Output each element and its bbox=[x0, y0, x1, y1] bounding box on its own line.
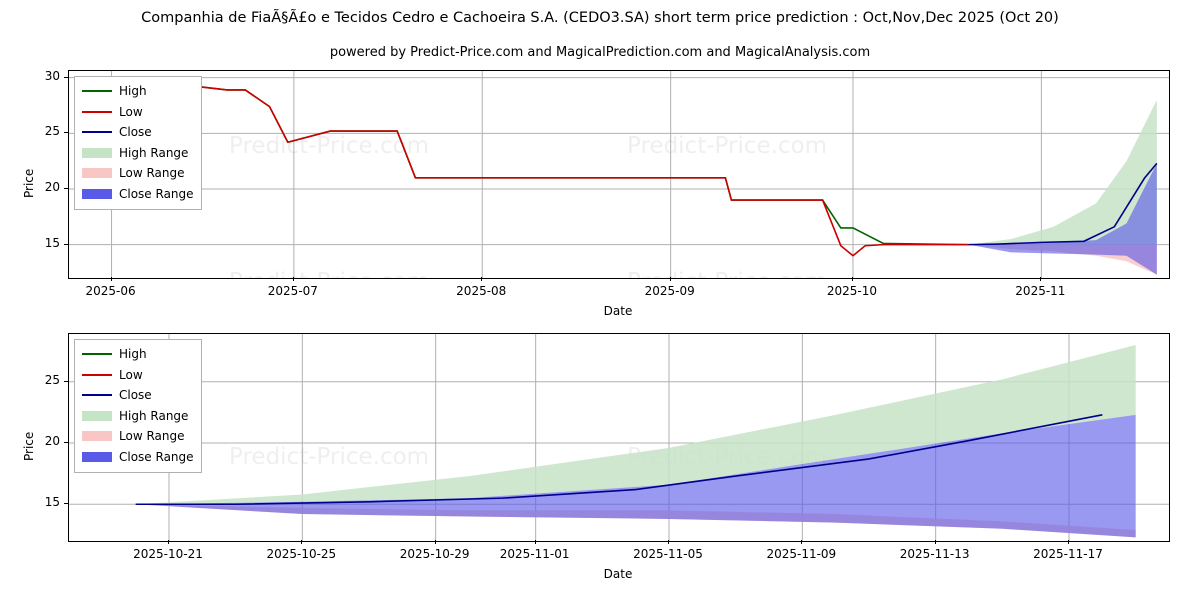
legend-label: Close bbox=[119, 125, 152, 140]
x-tick-label: 2025-07 bbox=[267, 284, 318, 298]
legend-label: High bbox=[119, 347, 147, 362]
y-tick-mark bbox=[64, 132, 68, 134]
line-close bbox=[135, 414, 1103, 506]
bottom-x-axis-label: Date bbox=[603, 567, 633, 581]
y-tick-mark bbox=[64, 243, 68, 245]
x-tick-label: 2025-10 bbox=[826, 284, 878, 298]
line-high bbox=[81, 83, 969, 246]
y-tick-mark bbox=[64, 503, 68, 505]
legend-item: Close bbox=[82, 385, 194, 406]
legend-item: High bbox=[82, 344, 194, 365]
band-high-range bbox=[968, 99, 1157, 245]
band-close-range bbox=[968, 163, 1157, 275]
bottom-legend: High Low Close High Range Low Range Clos… bbox=[74, 339, 202, 473]
y-tick-label: 15 bbox=[44, 235, 60, 250]
top-legend: High Low Close High Range Low Range Clos… bbox=[74, 76, 202, 210]
x-tick-mark bbox=[301, 540, 303, 544]
legend-item: Close Range bbox=[82, 447, 194, 468]
x-tick-mark bbox=[1040, 277, 1042, 281]
x-tick-mark bbox=[669, 277, 671, 281]
legend-key-high bbox=[82, 348, 112, 360]
y-tick-mark bbox=[64, 380, 68, 382]
y-tick-label: 25 bbox=[44, 124, 60, 139]
line-low bbox=[81, 83, 969, 257]
y-tick-mark bbox=[64, 187, 68, 189]
y-tick-mark bbox=[64, 442, 68, 443]
x-tick-label: 2025-10-21 bbox=[133, 547, 203, 561]
legend-label: Low Range bbox=[119, 429, 185, 444]
legend-key-close bbox=[82, 389, 112, 401]
legend-item: Low Range bbox=[82, 426, 194, 447]
legend-key-low-range bbox=[82, 430, 112, 442]
y-tick-label: 20 bbox=[44, 434, 60, 448]
legend-key-low-range bbox=[82, 167, 112, 179]
top-x-axis-label: Date bbox=[603, 304, 633, 318]
legend-key-close-range bbox=[82, 451, 112, 463]
legend-key-high-range bbox=[82, 147, 112, 159]
x-tick-label: 2025-11-01 bbox=[499, 547, 570, 561]
x-tick-mark bbox=[668, 540, 669, 544]
y-tick-label: 20 bbox=[44, 179, 60, 194]
x-tick-mark bbox=[168, 540, 169, 544]
top-chart-svg bbox=[69, 71, 1169, 278]
y-tick-label: 25 bbox=[44, 372, 60, 387]
legend-label: Low bbox=[119, 367, 143, 382]
legend-item: High bbox=[82, 81, 194, 102]
y-tick-label: 15 bbox=[44, 495, 60, 510]
bottom-chart-svg bbox=[69, 334, 1169, 541]
legend-item: Close Range bbox=[82, 184, 194, 205]
x-tick-label: 2025-11 bbox=[1015, 284, 1066, 298]
legend-label: High Range bbox=[119, 408, 189, 423]
legend-key-close bbox=[82, 126, 112, 138]
x-tick-label: 2025-11-05 bbox=[633, 547, 703, 561]
x-tick-mark bbox=[434, 540, 436, 544]
x-tick-label: 2025-08 bbox=[456, 284, 507, 298]
legend-item: High Range bbox=[82, 406, 194, 427]
x-tick-label: 2025-10-29 bbox=[399, 547, 470, 561]
legend-label: High Range bbox=[119, 145, 189, 160]
x-tick-label: 2025-11-17 bbox=[1033, 547, 1103, 561]
page-title: Companhia de FiaÃ§Ã£o e Tecidos Cedro e … bbox=[141, 10, 1059, 26]
legend-item: Close bbox=[82, 122, 194, 143]
top-plot-area: Predict-Price.com Predict-Price.com Pred… bbox=[68, 70, 1170, 279]
x-tick-mark bbox=[801, 540, 803, 544]
legend-key-low bbox=[82, 369, 112, 381]
bottom-plot-area: Predict-Price.com Predict-Price.com bbox=[68, 333, 1170, 542]
legend-item: Low bbox=[82, 365, 194, 386]
legend-label: High bbox=[119, 84, 147, 99]
x-tick-mark bbox=[534, 540, 536, 544]
page-subtitle: powered by Predict-Price.com and Magical… bbox=[329, 45, 871, 60]
x-tick-mark bbox=[110, 277, 112, 281]
legend-key-high-range bbox=[82, 410, 112, 422]
legend-item: High Range bbox=[82, 143, 194, 164]
x-tick-label: 2025-10-25 bbox=[266, 547, 337, 561]
legend-label: Close Range bbox=[119, 449, 194, 464]
legend-key-close-range bbox=[82, 188, 112, 200]
x-tick-mark bbox=[934, 540, 936, 544]
x-tick-label: 2025-06 bbox=[85, 284, 136, 298]
legend-item: Low bbox=[82, 102, 194, 123]
legend-label: Close Range bbox=[119, 186, 194, 201]
legend-label: Low bbox=[119, 104, 143, 119]
x-tick-mark bbox=[1068, 540, 1069, 544]
x-tick-label: 2025-11-13 bbox=[899, 547, 970, 561]
band-close-range bbox=[135, 414, 1136, 538]
legend-label: Low Range bbox=[119, 166, 185, 181]
legend-item: Low Range bbox=[82, 163, 194, 184]
legend-key-high bbox=[82, 85, 112, 97]
y-tick-label: 30 bbox=[44, 68, 60, 83]
x-tick-mark bbox=[481, 277, 483, 281]
x-tick-label: 2025-11-09 bbox=[766, 547, 837, 561]
legend-label: Close bbox=[119, 388, 152, 403]
x-tick-label: 2025-09 bbox=[644, 284, 695, 298]
y-tick-mark bbox=[64, 76, 68, 78]
line-close bbox=[968, 162, 1158, 246]
x-tick-mark bbox=[851, 277, 853, 281]
x-tick-mark bbox=[292, 277, 294, 281]
band-high-range bbox=[135, 345, 1136, 505]
legend-key-low bbox=[82, 106, 112, 118]
